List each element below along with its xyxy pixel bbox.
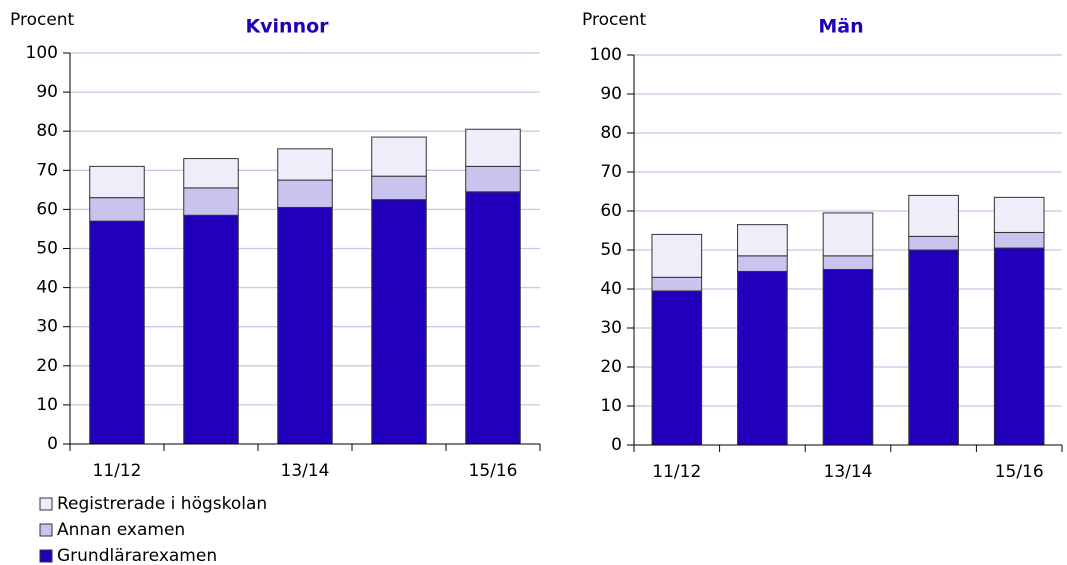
y-tick-label: 60 (600, 201, 622, 221)
bar-segment (371, 136, 427, 177)
bar-segment (465, 191, 521, 445)
bar-segment (822, 212, 874, 257)
y-tick-label: 40 (36, 278, 58, 298)
y-tick-label: 90 (600, 84, 622, 104)
bar-segment (183, 187, 239, 216)
y-tick-label: 0 (611, 435, 622, 455)
bar-segment (822, 255, 874, 271)
bar-segment (822, 269, 874, 446)
bar-segment (277, 179, 333, 208)
bar-segment (908, 194, 959, 237)
x-tick-label: 11/12 (652, 462, 701, 482)
x-tick-label: 13/14 (824, 462, 873, 482)
bar-segment (993, 231, 1045, 249)
y-tick-label: 50 (600, 240, 622, 260)
y-tick-label: 10 (600, 396, 622, 416)
y-tick-label: 20 (36, 356, 58, 376)
x-tick-label: 15/16 (995, 462, 1044, 482)
y-tick-label: 60 (36, 199, 58, 219)
y-tick-label: 80 (36, 121, 58, 141)
y-tick-label: 10 (36, 395, 58, 415)
y-tick-label: 0 (47, 434, 58, 454)
bar-segment (993, 196, 1045, 233)
y-tick-label: 30 (600, 318, 622, 338)
bar-segment (737, 255, 788, 272)
y-axis-label: Procent (582, 10, 647, 30)
chart-title: Kvinnor (245, 16, 329, 38)
y-tick-label: 100 (590, 45, 622, 65)
bar-segment (651, 290, 703, 446)
y-tick-label: 90 (36, 82, 58, 102)
y-axis-label: Procent (10, 10, 75, 30)
bar-segment (277, 206, 333, 445)
bar-segment (465, 165, 521, 193)
bar-segment (183, 158, 239, 189)
bar-segment (89, 165, 145, 199)
legend-swatch (39, 523, 53, 537)
bar-segment (651, 233, 703, 278)
y-tick-label: 100 (26, 43, 58, 63)
bar-segment (993, 247, 1045, 446)
bar-segment (371, 175, 427, 201)
bar-segment (183, 214, 239, 445)
y-tick-label: 30 (36, 317, 58, 337)
legend-swatch (39, 497, 53, 511)
chart-title: Män (818, 16, 863, 38)
legend-swatch (39, 549, 53, 563)
legend-label: Grundlärarexamen (57, 546, 217, 565)
x-tick-label: 13/14 (281, 461, 330, 481)
bar-segment (465, 128, 521, 167)
bar-segment (277, 148, 333, 181)
x-tick-label: 15/16 (469, 461, 518, 481)
y-tick-label: 40 (600, 279, 622, 299)
bar-segment (737, 224, 788, 257)
y-tick-label: 70 (36, 160, 58, 180)
x-tick-label: 11/12 (93, 461, 142, 481)
y-tick-label: 20 (600, 357, 622, 377)
bar-segment (908, 249, 959, 446)
y-tick-label: 50 (36, 239, 58, 259)
bar-segment (89, 220, 145, 445)
legend-label: Registrerade i högskolan (57, 494, 267, 514)
legend-label: Annan examen (57, 520, 185, 540)
bar-segment (908, 235, 959, 251)
bar-segment (651, 276, 703, 292)
bar-segment (371, 199, 427, 445)
y-tick-label: 80 (600, 123, 622, 143)
y-tick-label: 70 (600, 162, 622, 182)
bar-segment (737, 270, 788, 446)
bar-segment (89, 197, 145, 222)
